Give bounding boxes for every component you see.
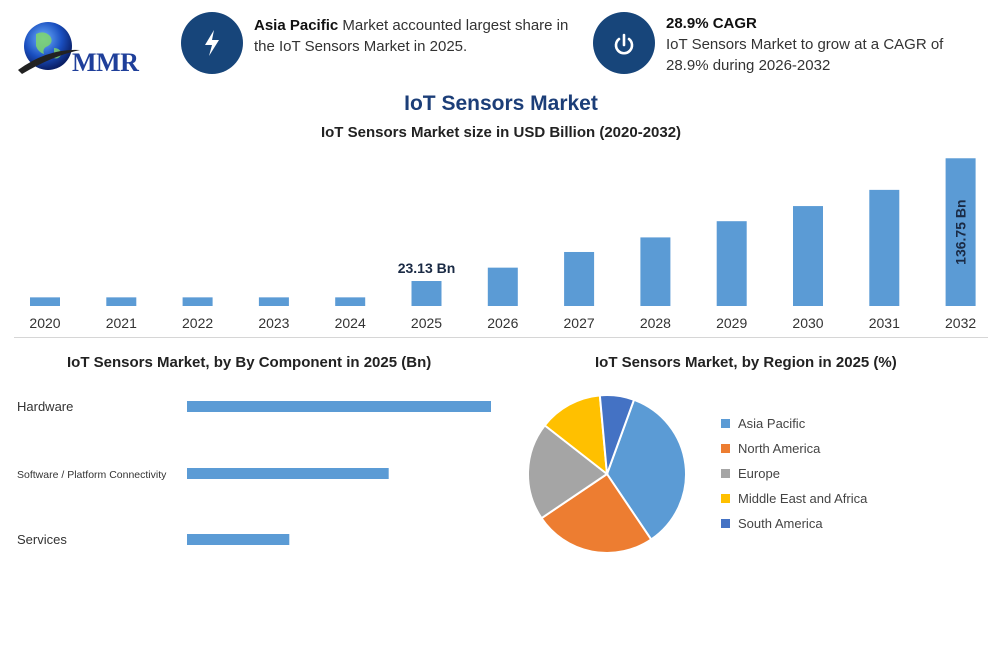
component-bar-services xyxy=(187,534,290,545)
component-label-hardware: Hardware xyxy=(17,399,73,414)
legend-swatch xyxy=(721,469,730,478)
lightning-icon xyxy=(181,12,243,74)
pie-slice-middle-east-and-africa xyxy=(543,394,609,477)
component-label-services: Services xyxy=(17,532,67,547)
cagr-title: 28.9% CAGR xyxy=(666,15,757,32)
legend-label: Europe xyxy=(738,466,780,481)
legend-swatch xyxy=(721,519,730,528)
x-tick-2022: 2022 xyxy=(182,315,213,331)
bar-2020 xyxy=(30,297,60,306)
highlight-bold: Asia Pacific xyxy=(254,17,339,34)
pie-slice-south-america xyxy=(598,394,636,475)
highlight-text: Market accounted largest share in the Io… xyxy=(254,17,569,55)
x-tick-2032: 2032 xyxy=(945,315,976,331)
region-legend: Asia Pacific North America Europe Middle Ea… xyxy=(721,411,867,536)
highlight-cagr: 28.9% CAGR IoT Sensors Market to grow at… xyxy=(666,13,986,76)
bar-2024 xyxy=(335,297,366,306)
legend-swatch xyxy=(721,494,730,503)
x-tick-2026: 2026 xyxy=(487,315,518,331)
component-bar-chart: Hardware Software / Platform Connectivity… xyxy=(17,399,491,547)
bar-2023 xyxy=(258,297,289,306)
logo-text: MMR xyxy=(72,48,139,77)
legend-item-south-america: South America xyxy=(721,511,867,536)
component-bar-software-platform-connectivity xyxy=(187,468,389,479)
component-chart-title: IoT Sensors Market, by By Component in 2… xyxy=(67,354,432,371)
main-subtitle: IoT Sensors Market size in USD Billion (… xyxy=(320,124,682,141)
pie-slice-europe xyxy=(527,423,609,520)
component-label-software-platform-connectivity: Software / Platform Connectivity xyxy=(17,469,167,481)
bar-2021 xyxy=(106,297,137,306)
x-tick-2024: 2024 xyxy=(335,315,366,331)
legend-swatch xyxy=(721,419,730,428)
highlight-asia-pacific: Asia Pacific Market accounted largest sh… xyxy=(254,15,584,57)
x-tick-2020: 2020 xyxy=(29,315,60,331)
mmr-logo: MMR xyxy=(14,14,154,86)
x-tick-2023: 2023 xyxy=(258,315,289,331)
cagr-text: IoT Sensors Market to grow at a CAGR of … xyxy=(666,36,944,74)
legend-item-europe: Europe xyxy=(721,461,867,486)
pie-slice-asia-pacific xyxy=(605,398,687,541)
legend-label: Asia Pacific xyxy=(738,416,806,431)
market-size-bar-chart: 2020 2021 2022 2023 2024 2025 23.13 Bn 2026 2027… xyxy=(29,158,976,331)
x-tick-2029: 2029 xyxy=(716,315,747,331)
x-tick-2021: 2021 xyxy=(106,315,137,331)
legend-item-north-america: North America xyxy=(721,436,867,461)
growth-icon xyxy=(593,12,655,74)
pie-slice-north-america xyxy=(540,472,653,554)
data-label-2025: 23.13 Bn xyxy=(398,260,456,276)
legend-label: South America xyxy=(738,516,823,531)
region-chart-title: IoT Sensors Market, by Region in 2025 (%… xyxy=(595,354,897,371)
bar-2030 xyxy=(793,206,823,306)
x-tick-2030: 2030 xyxy=(792,315,823,331)
globe-icon xyxy=(18,22,80,74)
x-tick-2025: 2025 xyxy=(411,315,442,331)
bar-2027 xyxy=(564,251,595,306)
bar-2031 xyxy=(869,189,900,306)
component-bar-hardware xyxy=(187,401,491,412)
x-tick-2027: 2027 xyxy=(564,315,595,331)
legend-label: Middle East and Africa xyxy=(738,491,868,506)
x-tick-2031: 2031 xyxy=(869,315,900,331)
bar-2028 xyxy=(640,237,671,306)
bar-2025 xyxy=(411,281,442,306)
bar-2026 xyxy=(487,267,518,306)
legend-label: North America xyxy=(738,441,821,456)
legend-item-asia-pacific: Asia Pacific xyxy=(721,411,867,436)
bar-2029 xyxy=(716,221,747,306)
region-pie-chart xyxy=(527,394,687,554)
bar-2032 xyxy=(945,158,976,306)
legend-swatch xyxy=(721,444,730,453)
legend-item-middle-east-and-africa: Middle East and Africa xyxy=(721,486,867,511)
main-title: IoT Sensors Market xyxy=(404,92,598,115)
x-tick-2028: 2028 xyxy=(640,315,671,331)
data-label-2032: 136.75 Bn xyxy=(953,199,969,264)
bar-2022 xyxy=(182,297,213,306)
section-divider xyxy=(14,337,988,338)
